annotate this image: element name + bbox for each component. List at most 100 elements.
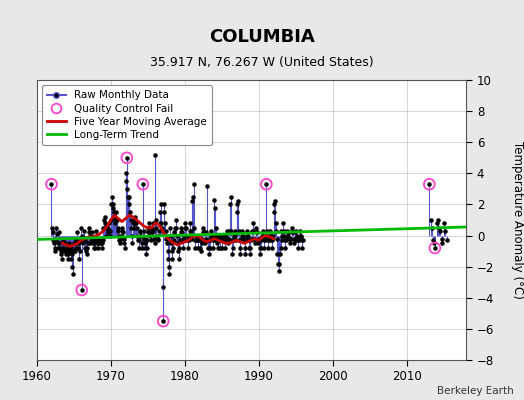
Point (78, 287, 86, 293)
Point (90, 240, 99, 246)
Point (63, 248, 71, 254)
Point (118, 224, 127, 231)
Point (233, 209, 242, 216)
Point (115, 232, 123, 239)
Point (53, 231, 61, 237)
Point (142, 251, 150, 258)
Point (75, 256, 83, 262)
Point (182, 232, 191, 239)
Point (109, 201, 117, 208)
Point (230, 237, 238, 244)
Point (260, 237, 268, 244)
Point (146, 224, 154, 231)
Point (167, 240, 176, 246)
Point (108, 194, 116, 200)
Point (294, 245, 302, 251)
Point (228, 251, 237, 258)
Point (157, 201, 165, 208)
Point (103, 224, 111, 231)
Point (47, 181, 56, 188)
Point (298, 245, 307, 251)
Point (434, 217, 442, 223)
Point (112, 209, 121, 216)
Point (144, 229, 152, 236)
Point (177, 224, 185, 231)
Point (169, 245, 177, 251)
Point (201, 240, 210, 246)
Point (257, 245, 265, 251)
Point (183, 237, 191, 244)
Point (219, 245, 227, 251)
Point (112, 217, 120, 223)
Point (255, 237, 263, 244)
Point (292, 237, 301, 244)
Point (119, 229, 127, 236)
Point (276, 251, 284, 258)
Point (162, 236, 170, 242)
Point (58, 245, 67, 251)
Point (225, 228, 234, 234)
Point (283, 228, 291, 234)
Point (126, 217, 135, 223)
Point (70, 248, 78, 254)
Point (47, 181, 56, 188)
Point (271, 198, 279, 204)
Point (198, 236, 206, 242)
Point (135, 237, 144, 244)
Point (438, 240, 446, 246)
Point (236, 245, 245, 251)
Point (287, 236, 295, 242)
Point (181, 224, 189, 231)
Point (91, 245, 100, 251)
Point (89, 245, 97, 251)
Point (149, 228, 158, 234)
Point (145, 220, 153, 226)
Point (143, 245, 151, 251)
Point (185, 228, 194, 234)
Point (281, 245, 290, 251)
Point (285, 229, 293, 236)
Point (262, 181, 270, 188)
Point (155, 228, 163, 234)
Point (211, 204, 219, 211)
Point (205, 251, 213, 258)
Point (74, 240, 83, 246)
Point (132, 220, 140, 226)
Text: COLUMBIA: COLUMBIA (209, 28, 315, 46)
Point (137, 240, 146, 246)
Point (275, 260, 283, 267)
Point (227, 228, 235, 234)
Point (295, 237, 303, 244)
Point (196, 245, 204, 251)
Point (134, 245, 143, 251)
Point (117, 232, 125, 239)
Point (193, 245, 202, 251)
Point (256, 251, 265, 258)
Point (129, 220, 137, 226)
Point (253, 229, 261, 236)
Point (157, 220, 166, 226)
Point (269, 201, 278, 208)
Point (250, 236, 258, 242)
Point (258, 228, 267, 234)
Point (119, 236, 128, 242)
Point (203, 237, 212, 244)
Point (286, 236, 294, 242)
Point (297, 232, 305, 239)
Point (272, 236, 281, 242)
Point (60, 248, 69, 254)
Point (257, 237, 266, 244)
Point (247, 237, 255, 244)
Point (71, 248, 79, 254)
Point (163, 248, 172, 254)
Point (62, 245, 71, 251)
Point (92, 236, 101, 242)
Point (261, 237, 269, 244)
Point (151, 217, 160, 223)
Point (440, 220, 449, 226)
Point (63, 256, 72, 262)
Point (220, 232, 228, 239)
Point (150, 240, 159, 246)
Point (274, 260, 282, 267)
Point (186, 220, 194, 226)
